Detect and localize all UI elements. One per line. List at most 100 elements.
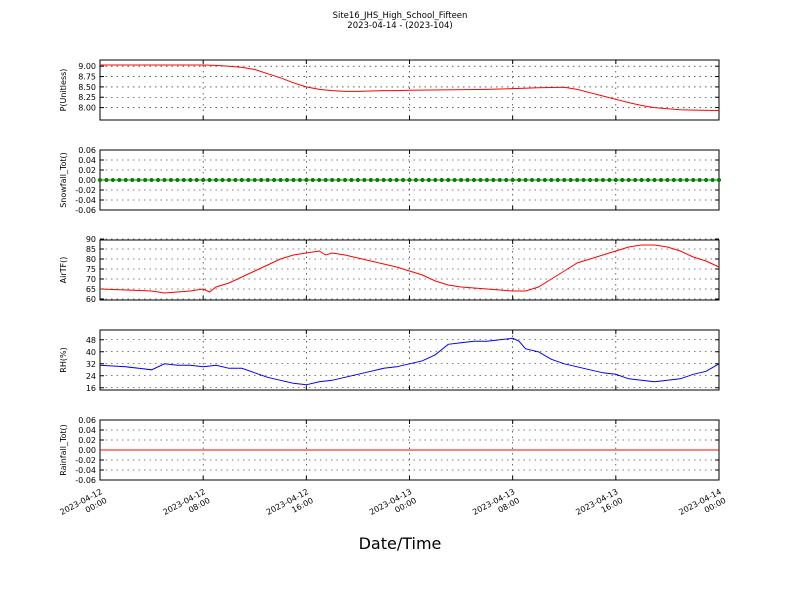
plot-3-ytick-label: 16 [86,384,96,393]
plot-1-point [626,178,631,182]
plot-1-point [98,178,102,182]
plot-2-ytick-label: 80 [86,255,96,264]
plot-1-point [330,178,335,182]
plot-1-point [362,178,367,182]
plot-1-point [317,178,322,182]
plot-1-point [433,178,438,182]
plot-1-point [517,178,522,182]
plot-1-point [349,178,354,182]
plot-2-ytick-label: 70 [86,275,96,284]
plot-1-point [542,178,547,182]
plot-1-point [684,178,689,182]
plot-1-point [465,178,470,182]
plot-1-point [497,178,502,182]
plot-1-point [549,178,554,182]
plot-1-point [130,178,135,182]
plot-1-point [459,178,464,182]
plot-1-point [310,178,315,182]
plot-1-point [265,178,270,182]
plot-0-ytick-label: 8.00 [78,104,96,113]
plot-1-point [394,178,399,182]
plot-0-ytick-label: 8.25 [78,93,96,102]
plot-3-ylabel: RH(%) [59,347,68,372]
plot-1-point [284,178,289,182]
plot-1-point [439,178,444,182]
plot-1-point [678,178,683,182]
plot-1-point [600,178,605,182]
x-axis-label: Date/Time [358,534,442,553]
plot-1-point [426,178,431,182]
plot-1-point [188,178,193,182]
plot-2-ytick-label: 60 [86,295,96,304]
plot-1-point [181,178,186,182]
plot-1-point [697,178,702,182]
plot-4-ytick-label: -0.02 [75,456,96,465]
plot-1-point [471,178,476,182]
plot-0-ylabel: P(Unitless) [59,69,68,112]
plot-2-ylabel: AirTF() [59,257,68,284]
plot-1-point [136,178,141,182]
plot-2-ytick-label: 75 [86,265,96,274]
plot-1-point [123,178,128,182]
chart-subtitle: 2023-04-14 - (2023-104) [347,21,453,31]
plot-1-point [259,178,264,182]
plot-1-point [639,178,644,182]
plot-2-ytick-label: 90 [86,235,96,244]
plot-1-point [536,178,541,182]
plot-1-point [168,178,173,182]
plot-1-point [401,178,406,182]
plot-0-series-line [100,64,720,111]
plot-3-ytick-label: 48 [86,336,96,345]
plot-1-point [710,178,715,182]
plot-1-ytick-label: 0.00 [78,176,96,185]
plot-1-point [452,178,457,182]
plot-4-ylabel: Rainfall_Tot() [59,424,68,476]
plot-4-ytick-label: 0.04 [78,426,96,435]
plot-1-ytick-label: -0.02 [75,186,96,195]
plot-3-ytick-label: 24 [86,372,96,381]
plot-1-point [278,178,283,182]
plot-1-point [336,178,341,182]
plot-1-point [478,178,483,182]
plot-1-point [220,178,225,182]
plot-1-point [207,178,212,182]
plot-1-ytick-label: -0.06 [75,206,96,215]
plot-4-ytick-label: -0.04 [75,466,96,475]
plot-1-point [117,178,122,182]
plot-1-point [252,178,257,182]
plot-1-point [652,178,657,182]
plot-2-ytick-label: 85 [86,245,96,254]
plot-1-ytick-label: 0.04 [78,156,96,165]
plot-1-point [530,178,535,182]
plot-1-point [588,178,593,182]
plot-1-point [446,178,451,182]
plot-0-ytick-label: 8.50 [78,83,96,92]
chart-title: Site16_JHS_High_School_Fifteen [332,11,468,21]
plot-0-ytick-label: 9.00 [78,62,96,71]
plot-1-point [149,178,154,182]
plot-1-point [607,178,612,182]
plot-1-point [246,178,251,182]
plot-1-point [491,178,496,182]
plot-1-point [555,178,560,182]
plot-1-point [239,178,244,182]
plot-1-point [304,178,309,182]
plot-1-point [568,178,573,182]
plot-1-point [375,178,380,182]
plot-1-point [562,178,567,182]
plot-1-point [388,178,393,182]
plot-1-ytick-label: -0.04 [75,196,96,205]
plot-1-point [233,178,238,182]
plot-1-point [355,178,360,182]
plot-1-point [272,178,277,182]
plot-1-point [658,178,663,182]
plot-2-ytick-label: 65 [86,285,96,294]
plot-1-point [143,178,148,182]
plot-1-point [613,178,618,182]
plot-1-point [110,178,115,182]
